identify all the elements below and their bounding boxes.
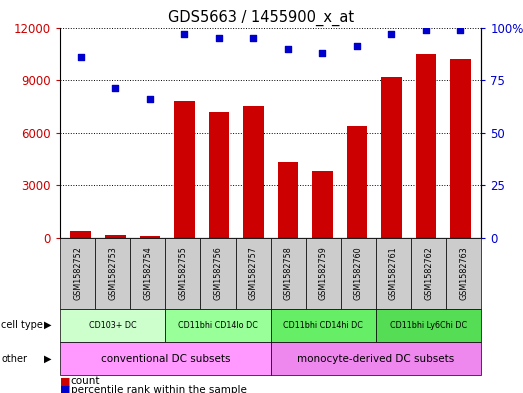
Text: ▶: ▶ xyxy=(44,320,52,330)
Bar xyxy=(278,162,298,238)
Text: count: count xyxy=(71,376,100,386)
Point xyxy=(318,50,326,56)
Point xyxy=(456,26,464,33)
Bar xyxy=(105,235,126,238)
Bar xyxy=(450,59,471,238)
Point xyxy=(77,54,85,60)
Text: GSM1582756: GSM1582756 xyxy=(213,246,222,300)
Text: percentile rank within the sample: percentile rank within the sample xyxy=(71,385,246,393)
Text: GSM1582759: GSM1582759 xyxy=(319,246,328,300)
Bar xyxy=(347,126,367,238)
Text: GSM1582754: GSM1582754 xyxy=(143,246,152,300)
Bar xyxy=(209,112,229,238)
Point xyxy=(283,45,292,51)
Text: other: other xyxy=(1,354,27,364)
Text: cell type: cell type xyxy=(1,320,43,330)
Bar xyxy=(381,77,402,238)
Text: GSM1582753: GSM1582753 xyxy=(108,246,117,300)
Bar xyxy=(71,231,91,238)
Point xyxy=(215,35,223,41)
Text: GSM1582757: GSM1582757 xyxy=(248,246,258,300)
Text: GSM1582763: GSM1582763 xyxy=(459,246,468,300)
Bar xyxy=(243,107,264,238)
Text: ■: ■ xyxy=(60,376,71,386)
Text: GDS5663 / 1455900_x_at: GDS5663 / 1455900_x_at xyxy=(168,10,355,26)
Bar xyxy=(140,236,160,238)
Text: monocyte-derived DC subsets: monocyte-derived DC subsets xyxy=(297,354,454,364)
Text: ▶: ▶ xyxy=(44,354,52,364)
Point xyxy=(180,31,189,37)
Bar xyxy=(312,171,333,238)
Point xyxy=(249,35,258,41)
Text: CD103+ DC: CD103+ DC xyxy=(89,321,137,330)
Text: GSM1582761: GSM1582761 xyxy=(389,246,398,300)
Point xyxy=(146,96,154,102)
Text: ■: ■ xyxy=(60,385,71,393)
Text: GSM1582755: GSM1582755 xyxy=(178,246,187,300)
Text: CD11bhi Ly6Chi DC: CD11bhi Ly6Chi DC xyxy=(390,321,467,330)
Text: GSM1582758: GSM1582758 xyxy=(283,246,293,300)
Text: GSM1582762: GSM1582762 xyxy=(424,246,433,300)
Point xyxy=(422,26,430,33)
Bar xyxy=(416,54,436,238)
Point xyxy=(111,85,120,92)
Text: GSM1582760: GSM1582760 xyxy=(354,246,363,300)
Point xyxy=(387,31,395,37)
Bar xyxy=(174,101,195,238)
Point xyxy=(353,43,361,50)
Text: CD11bhi CD14lo DC: CD11bhi CD14lo DC xyxy=(178,321,258,330)
Text: CD11bhi CD14hi DC: CD11bhi CD14hi DC xyxy=(283,321,363,330)
Text: conventional DC subsets: conventional DC subsets xyxy=(100,354,230,364)
Text: GSM1582752: GSM1582752 xyxy=(73,246,82,300)
